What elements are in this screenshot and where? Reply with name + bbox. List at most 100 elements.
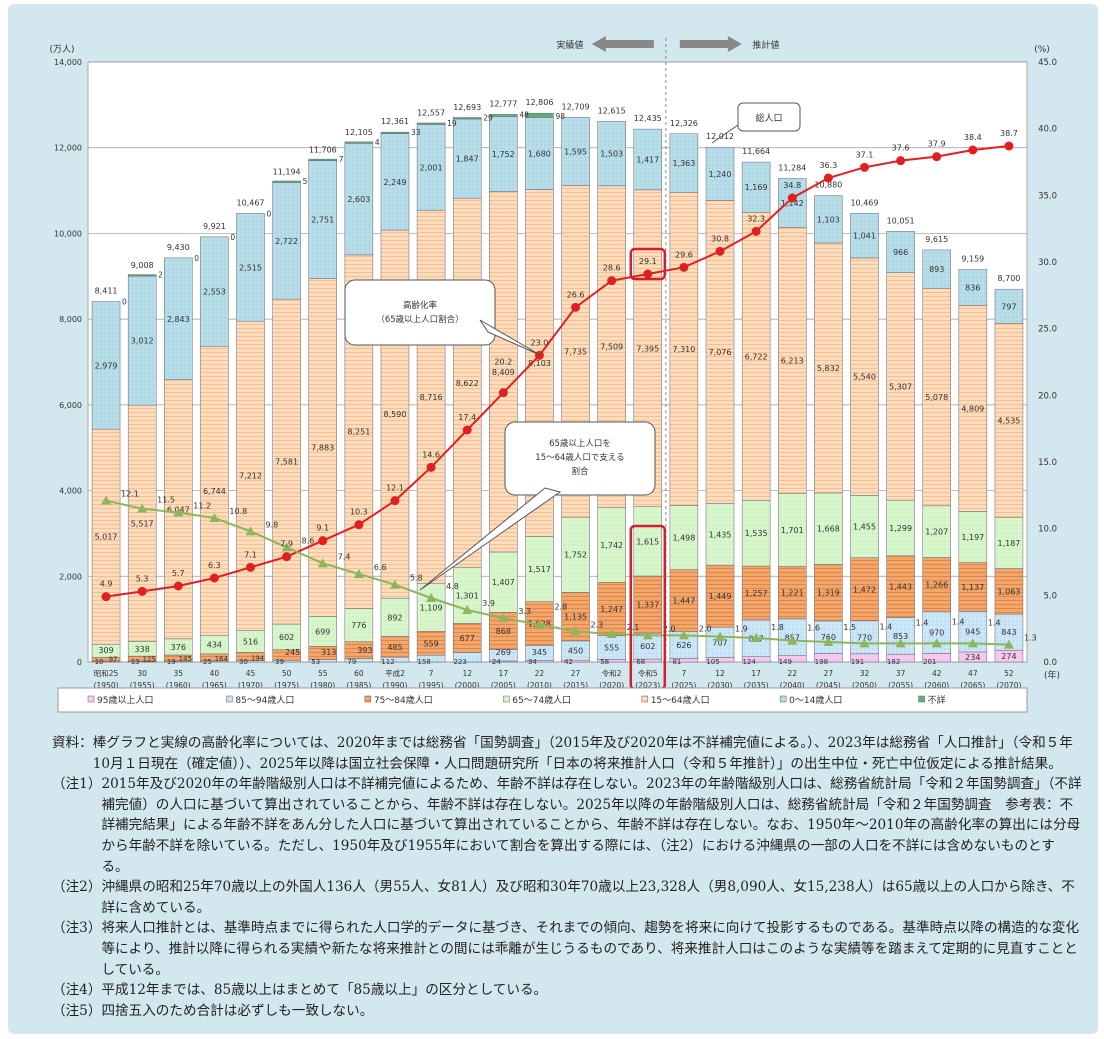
aging-rate-point xyxy=(173,581,183,591)
segment-value-label: 892 xyxy=(387,613,402,622)
segment-value-label: 112 xyxy=(381,658,394,666)
aging-rate-point xyxy=(607,276,617,286)
bar-segment xyxy=(380,131,410,134)
segment-value-label: 970 xyxy=(929,629,944,638)
bar-segment xyxy=(669,191,699,506)
bar-stack xyxy=(850,213,879,663)
segment-value-label: 313 xyxy=(321,648,336,657)
support-ratio-point xyxy=(426,593,437,602)
support-ratio-label: 12.1 xyxy=(121,490,139,499)
bar-segment xyxy=(91,301,121,430)
note-text: 四捨五入のため合計は必ずしも一致しない。 xyxy=(101,1002,374,1019)
support-callout-text: 割合 xyxy=(571,466,589,477)
support-callout-text: 15～64歳人口で支える xyxy=(535,452,624,463)
total-value-label: 9,008 xyxy=(131,261,154,270)
x-tick-year-label: (2035) xyxy=(744,681,769,690)
bar-segment xyxy=(597,121,626,187)
segment-value-label: 1,257 xyxy=(745,589,768,598)
segment-value-label: 1,266 xyxy=(925,581,948,590)
support-ratio-point xyxy=(498,613,509,622)
segment-value-label: 602 xyxy=(640,642,655,651)
total-callout-pointer xyxy=(711,124,739,144)
unknown-value-label: 33 xyxy=(411,128,421,137)
segment-value-label: 5,540 xyxy=(853,373,876,382)
x-tick-era-label: 12 xyxy=(715,669,725,678)
aging-rate-point xyxy=(282,552,292,562)
legend-label: 95歳以上人口 xyxy=(97,694,153,706)
total-value-label: 12,709 xyxy=(562,102,590,111)
segment-value-label: 1,752 xyxy=(492,150,515,159)
highlight-2023-aging-rate xyxy=(629,247,667,281)
aging-rate-label: 23.0 xyxy=(531,338,549,347)
aging-rate-point xyxy=(354,520,364,530)
support-ratio-point xyxy=(353,569,364,578)
segment-value-label: 5,078 xyxy=(925,393,948,402)
bar-segment xyxy=(958,511,988,563)
y-right-tick-label: 40.0 xyxy=(1038,125,1057,135)
bar-segment xyxy=(416,209,446,584)
x-tick-year-label: (2050) xyxy=(852,681,877,690)
y-tick-label: 6,000 xyxy=(59,401,82,410)
aging-rate-point xyxy=(571,302,581,312)
segment-value-label: 191 xyxy=(851,658,864,666)
segment-value-label: 1,503 xyxy=(600,150,623,159)
support-ratio-label: 6.6 xyxy=(374,563,387,572)
segment-value-label: 1,109 xyxy=(420,604,443,613)
segment-value-label: 1,197 xyxy=(961,533,984,542)
bar-stack xyxy=(922,249,951,663)
bar-segment xyxy=(344,143,374,256)
x-tick-era-label: 令和2 xyxy=(602,668,622,678)
segment-value-label: 201 xyxy=(923,658,936,666)
unknown-value-label: 5 xyxy=(303,177,308,186)
segment-value-label: 25 xyxy=(203,658,212,666)
bar-segment xyxy=(994,323,1024,518)
x-tick-year-label: (2005) xyxy=(491,681,516,690)
bar-segment xyxy=(705,146,735,201)
segment-value-label: 853 xyxy=(893,632,908,641)
bar-segment xyxy=(741,500,771,567)
x-tick-year-label: (2055) xyxy=(888,681,913,690)
bar-segment xyxy=(958,305,988,512)
bar-stack xyxy=(994,288,1024,663)
total-value-label: 10,469 xyxy=(850,198,878,207)
bar-stack xyxy=(778,178,807,663)
segment-value-label: 1,187 xyxy=(997,539,1020,548)
bar-stack xyxy=(886,231,915,663)
aging-rate-label: 6.3 xyxy=(208,561,221,570)
legend-label: 75～84歳人口 xyxy=(374,694,433,706)
legend-swatch xyxy=(779,695,787,703)
bar-stack xyxy=(344,141,374,663)
aging-rate-label: 37.6 xyxy=(892,144,910,153)
support-ratio-point xyxy=(1003,639,1014,649)
segment-value-label: 559 xyxy=(423,639,438,648)
aging-rate-label: 28.6 xyxy=(603,264,621,273)
aging-rate-point xyxy=(390,496,400,506)
support-ratio-point xyxy=(823,637,834,646)
legend-label: 15～64歳人口 xyxy=(651,694,710,706)
bar-segment xyxy=(236,320,265,631)
bar-segment xyxy=(705,503,735,566)
bar-stack xyxy=(597,121,626,663)
segment-value-label: 1,207 xyxy=(925,528,948,537)
support-ratio-point xyxy=(173,507,184,517)
bar-segment xyxy=(308,158,337,161)
support-ratio-label: 1.4 xyxy=(916,618,929,627)
segment-value-label: 30 xyxy=(239,658,248,666)
x-tick-era-label: 27 xyxy=(571,669,581,678)
aging-rate-point xyxy=(715,246,725,256)
segment-value-label: 145 xyxy=(179,655,192,663)
segment-value-label: 1,535 xyxy=(745,529,768,538)
legend-swatch xyxy=(641,695,648,703)
bar-segment xyxy=(561,516,590,593)
bar-stack xyxy=(489,114,518,663)
total-value-label: 12,435 xyxy=(634,114,662,123)
x-tick-year-label: (1955) xyxy=(130,681,155,690)
note-text: 将来人口推計とは、基準時点までに得られた人口学的データに基づき、それまでの傾向、… xyxy=(101,920,1080,978)
segment-value-label: 1,240 xyxy=(709,170,732,179)
bar-stack xyxy=(669,133,699,663)
x-tick-year-label: (2015) xyxy=(563,681,588,690)
x-tick-era-label: 12 xyxy=(462,669,472,678)
segment-value-label: 770 xyxy=(857,633,872,642)
segment-value-label: 1,221 xyxy=(781,589,804,598)
total-value-label: 12,361 xyxy=(381,117,409,126)
